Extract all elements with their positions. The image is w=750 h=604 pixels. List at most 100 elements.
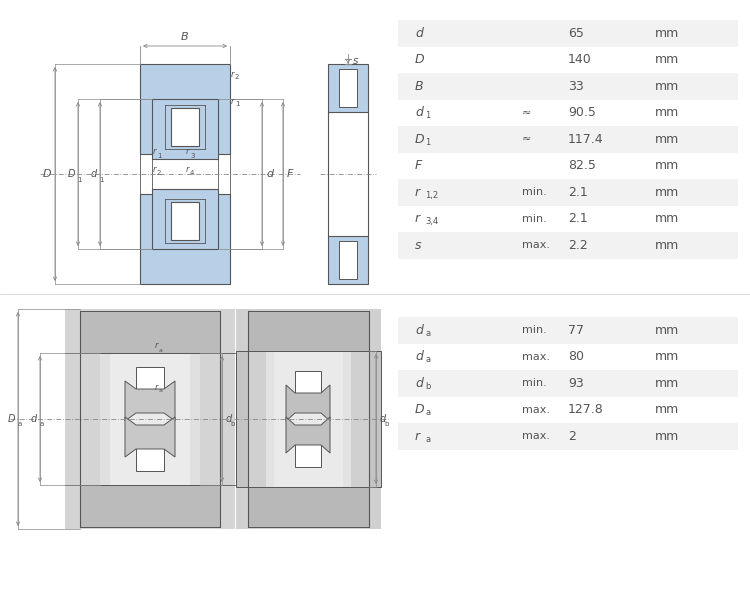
Text: a: a	[159, 388, 163, 393]
Bar	[398, 47, 738, 73]
Bar	[295, 439, 321, 467]
Text: max.: max.	[522, 405, 550, 415]
Text: min.: min.	[522, 214, 547, 223]
Text: mm: mm	[655, 53, 680, 66]
Text: r: r	[231, 97, 235, 106]
Bar	[80, 485, 220, 527]
Bar	[398, 179, 738, 205]
Bar	[248, 487, 368, 527]
Bar	[328, 64, 368, 112]
Bar	[152, 189, 218, 249]
Text: a: a	[425, 355, 430, 364]
Bar	[328, 236, 368, 284]
Text: D: D	[8, 414, 15, 424]
Text: a: a	[425, 408, 430, 417]
Text: mm: mm	[655, 239, 680, 252]
Text: mm: mm	[655, 212, 680, 225]
Bar	[140, 194, 230, 284]
Text: b: b	[425, 382, 430, 391]
Bar	[339, 241, 357, 279]
Text: 65: 65	[568, 27, 584, 40]
Text: min.: min.	[522, 187, 547, 198]
Text: 127.8: 127.8	[568, 403, 604, 416]
Text: s: s	[415, 239, 422, 252]
Text: d: d	[415, 350, 423, 363]
Bar	[152, 99, 218, 159]
Text: r: r	[186, 164, 190, 173]
Text: 2.1: 2.1	[568, 212, 588, 225]
Text: mm: mm	[655, 159, 680, 172]
Text: d: d	[266, 169, 273, 179]
Text: 90.5: 90.5	[568, 106, 596, 119]
Text: mm: mm	[655, 186, 680, 199]
Text: r: r	[153, 147, 157, 156]
Bar	[80, 311, 220, 353]
Bar	[100, 327, 200, 511]
Text: 117.4: 117.4	[568, 133, 604, 146]
Bar	[65, 309, 235, 529]
Text: ≈: ≈	[522, 134, 531, 144]
Text: max.: max.	[522, 431, 550, 442]
Text: 1: 1	[100, 177, 104, 183]
Text: 1: 1	[425, 138, 430, 147]
Text: mm: mm	[655, 430, 680, 443]
Text: 2: 2	[235, 74, 239, 80]
Text: D: D	[415, 133, 424, 146]
Text: D: D	[42, 169, 51, 179]
Bar	[398, 344, 738, 370]
Bar	[398, 100, 738, 126]
Bar	[236, 309, 380, 529]
Text: D: D	[415, 403, 424, 416]
Text: r: r	[415, 186, 420, 199]
Bar	[266, 324, 350, 514]
Text: 3: 3	[190, 153, 194, 159]
Text: 1,2: 1,2	[425, 191, 438, 200]
Text: mm: mm	[655, 27, 680, 40]
Bar	[398, 152, 738, 179]
Bar	[398, 232, 738, 259]
Bar	[171, 202, 199, 240]
Text: d: d	[91, 169, 97, 179]
Text: 1: 1	[235, 101, 239, 107]
Text: 1: 1	[425, 111, 430, 120]
Text: d: d	[226, 414, 232, 424]
Bar	[398, 317, 738, 344]
Text: r: r	[415, 212, 420, 225]
Bar	[339, 69, 357, 107]
Text: 82.5: 82.5	[568, 159, 596, 172]
Text: D: D	[68, 169, 75, 179]
Bar	[398, 205, 738, 232]
Polygon shape	[286, 385, 330, 421]
Text: mm: mm	[655, 80, 680, 93]
Text: mm: mm	[655, 324, 680, 337]
Bar	[398, 370, 738, 396]
Bar	[274, 324, 343, 514]
Text: ≈: ≈	[522, 108, 531, 118]
Text: d: d	[415, 106, 423, 119]
Text: r: r	[186, 147, 190, 156]
Text: r: r	[155, 382, 158, 391]
Text: r: r	[231, 70, 235, 79]
Bar	[398, 126, 738, 152]
Text: max.: max.	[522, 240, 550, 250]
Polygon shape	[125, 417, 175, 457]
Text: 4: 4	[190, 170, 194, 176]
Text: a: a	[17, 421, 22, 427]
Text: 77: 77	[568, 324, 584, 337]
Text: max.: max.	[522, 352, 550, 362]
Text: mm: mm	[655, 133, 680, 146]
Text: d: d	[415, 27, 423, 40]
Text: b: b	[230, 421, 234, 427]
Bar	[136, 441, 164, 471]
Text: a: a	[159, 347, 163, 353]
Text: mm: mm	[655, 350, 680, 363]
Bar	[110, 327, 190, 511]
Bar	[398, 423, 738, 449]
Text: s: s	[353, 57, 358, 66]
Text: 1: 1	[77, 177, 82, 183]
Text: mm: mm	[655, 106, 680, 119]
Text: 93: 93	[568, 377, 584, 390]
Text: 1: 1	[157, 153, 161, 159]
Bar	[368, 351, 380, 487]
Text: 33: 33	[568, 80, 584, 93]
